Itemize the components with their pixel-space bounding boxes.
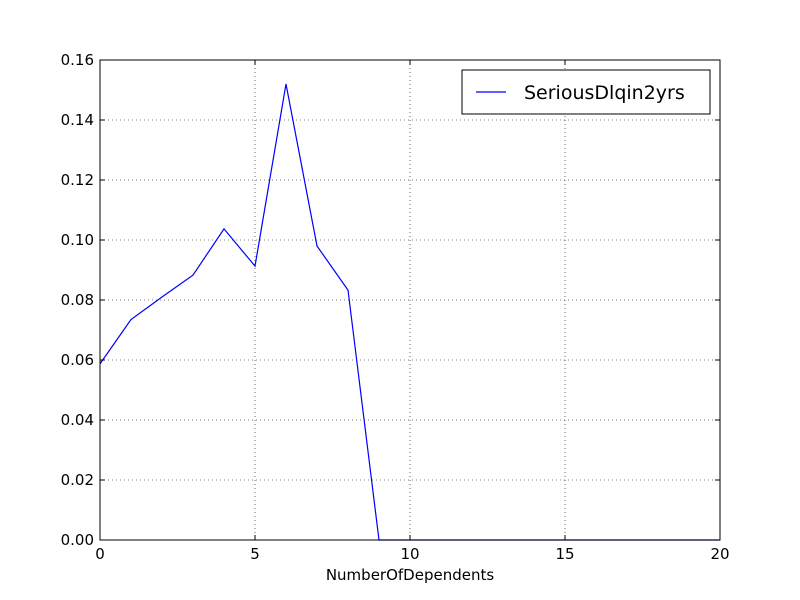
y-tick-label: 0.12 — [61, 171, 94, 189]
y-tick-label: 0.08 — [61, 291, 94, 309]
x-tick-label: 10 — [400, 545, 419, 563]
x-tick-label: 5 — [250, 545, 260, 563]
x-tick-label: 0 — [95, 545, 105, 563]
tick-labels: 0 5 10 15 20 0.00 0.02 0.04 0.06 0.08 0.10 0.12 0.14… — [61, 51, 730, 563]
legend-entry: SeriousDlqin2yrs — [524, 82, 685, 104]
y-tick-label: 0.14 — [61, 111, 94, 129]
y-tick-label: 0.06 — [61, 351, 94, 369]
x-tick-label: 15 — [555, 545, 574, 563]
y-tick-label: 0.16 — [61, 51, 94, 69]
legend: SeriousDlqin2yrs — [461, 69, 711, 115]
axis-ticks — [99, 59, 721, 541]
y-tick-label: 0.04 — [61, 411, 94, 429]
y-tick-label: 0.02 — [61, 471, 94, 489]
y-tick-label: 0.00 — [61, 531, 94, 549]
y-tick-label: 0.10 — [61, 231, 94, 249]
x-tick-label: 20 — [710, 545, 729, 563]
x-axis-label: NumberOfDependents — [326, 566, 495, 584]
